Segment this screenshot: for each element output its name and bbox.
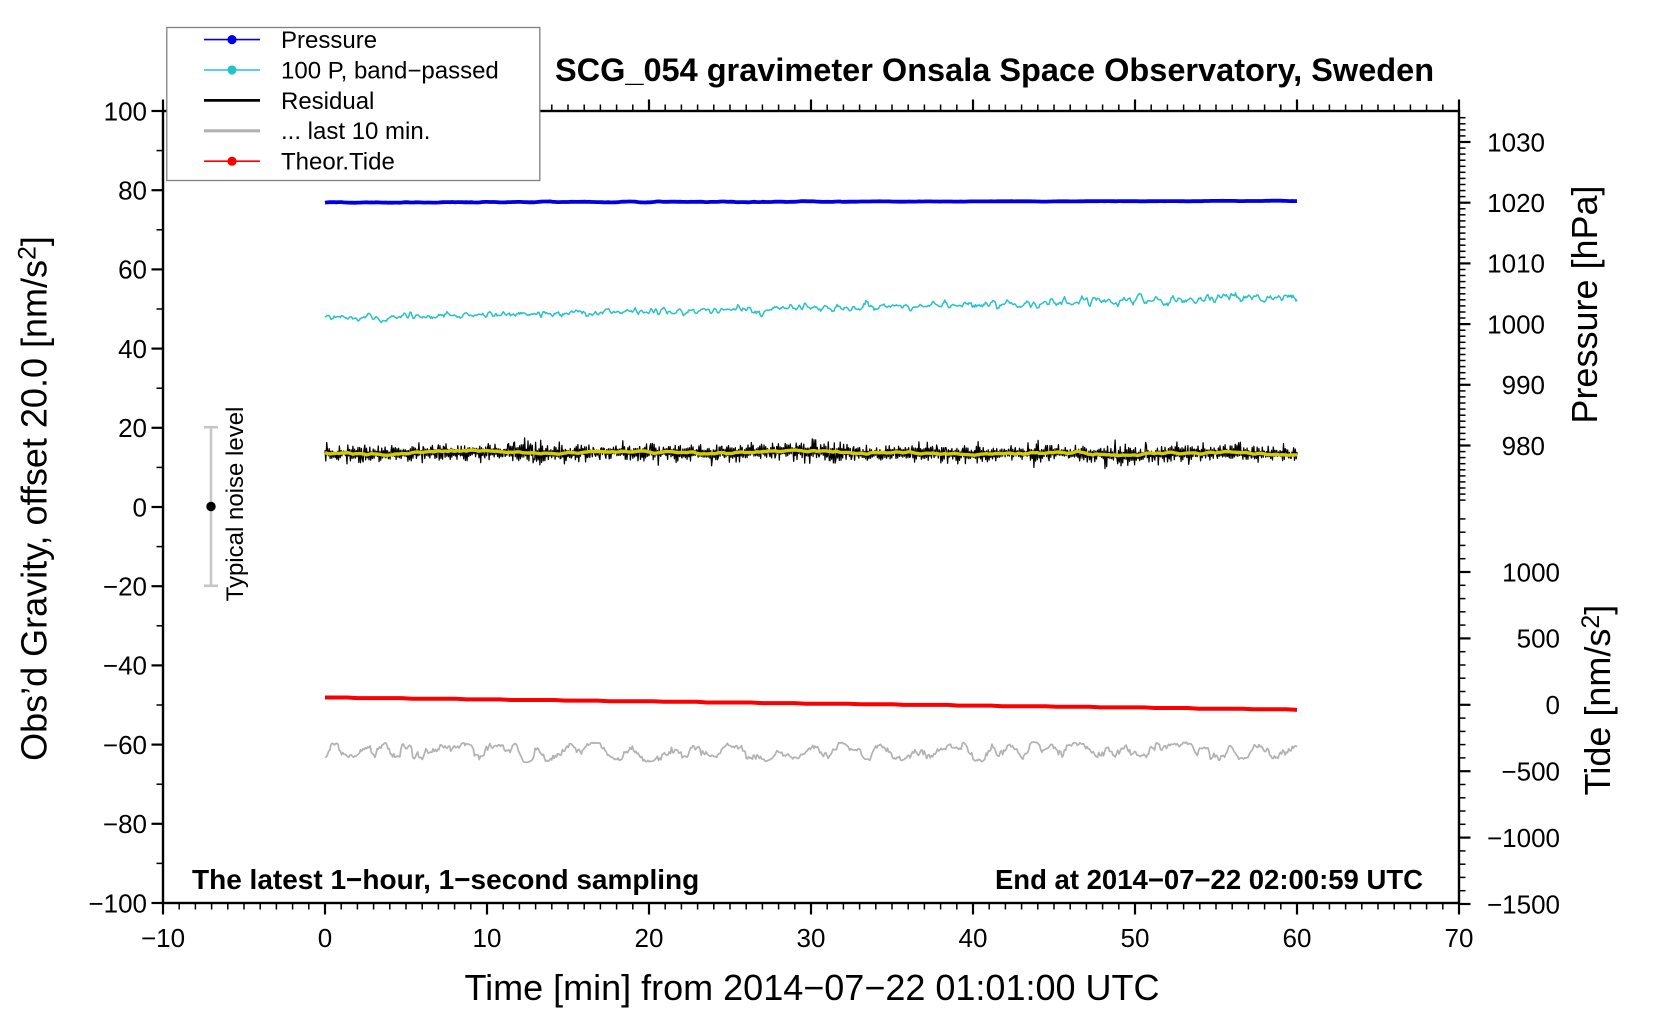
svg-text:1030: 1030 — [1487, 127, 1545, 157]
svg-text:80: 80 — [118, 176, 147, 206]
svg-text:10: 10 — [473, 923, 502, 953]
svg-text:Theor.Tide: Theor.Tide — [281, 149, 395, 176]
svg-text:100 P, band−passed: 100 P, band−passed — [281, 57, 499, 84]
svg-text:−100: −100 — [88, 888, 147, 918]
svg-text:−500: −500 — [1501, 757, 1560, 787]
svg-text:1010: 1010 — [1487, 249, 1545, 279]
svg-text:Residual: Residual — [281, 88, 374, 115]
svg-text:Obs’d Gravity, offset 20.0 [nm: Obs’d Gravity, offset 20.0 [nm/s2] — [14, 236, 55, 761]
svg-text:0: 0 — [133, 492, 147, 522]
svg-text:40: 40 — [959, 923, 988, 953]
svg-text:−1000: −1000 — [1487, 823, 1560, 853]
svg-text:0: 0 — [1546, 690, 1560, 720]
svg-text:Tide [nm/s2]: Tide [nm/s2] — [1577, 605, 1618, 796]
svg-text:−40: −40 — [103, 651, 147, 681]
svg-text:Pressure: Pressure — [281, 27, 377, 54]
svg-text:−60: −60 — [103, 730, 147, 760]
svg-text:−20: −20 — [103, 572, 147, 602]
svg-text:500: 500 — [1517, 624, 1560, 654]
svg-text:50: 50 — [1121, 923, 1150, 953]
svg-text:40: 40 — [118, 334, 147, 364]
svg-text:1000: 1000 — [1502, 557, 1560, 587]
svg-text:Pressure [hPa]: Pressure [hPa] — [1564, 185, 1605, 423]
svg-text:Typical noise level: Typical noise level — [222, 407, 249, 602]
svg-text:980: 980 — [1502, 431, 1545, 461]
svg-text:1000: 1000 — [1487, 309, 1545, 339]
svg-text:SCG_054 gravimeter Onsala Spac: SCG_054 gravimeter Onsala Space Observat… — [555, 52, 1434, 88]
svg-text:70: 70 — [1445, 923, 1474, 953]
svg-text:End at 2014−07−22 02:00:59 UTC: End at 2014−07−22 02:00:59 UTC — [995, 864, 1423, 895]
svg-text:100: 100 — [104, 96, 147, 126]
svg-text:60: 60 — [118, 255, 147, 285]
svg-text:−1500: −1500 — [1487, 889, 1560, 919]
svg-text:20: 20 — [118, 413, 147, 443]
svg-text:−80: −80 — [103, 809, 147, 839]
svg-text:−10: −10 — [141, 923, 185, 953]
svg-text:60: 60 — [1283, 923, 1312, 953]
svg-text:0: 0 — [318, 923, 332, 953]
svg-text:Time [min] from 2014−07−22 01:: Time [min] from 2014−07−22 01:01:00 UTC — [464, 967, 1159, 1008]
svg-text:990: 990 — [1502, 370, 1545, 400]
svg-text:The latest 1−hour, 1−second sa: The latest 1−hour, 1−second sampling — [192, 864, 699, 895]
svg-text:20: 20 — [635, 923, 664, 953]
svg-text:... last 10 min.: ... last 10 min. — [281, 118, 430, 145]
svg-text:30: 30 — [797, 923, 826, 953]
svg-text:1020: 1020 — [1487, 188, 1545, 218]
